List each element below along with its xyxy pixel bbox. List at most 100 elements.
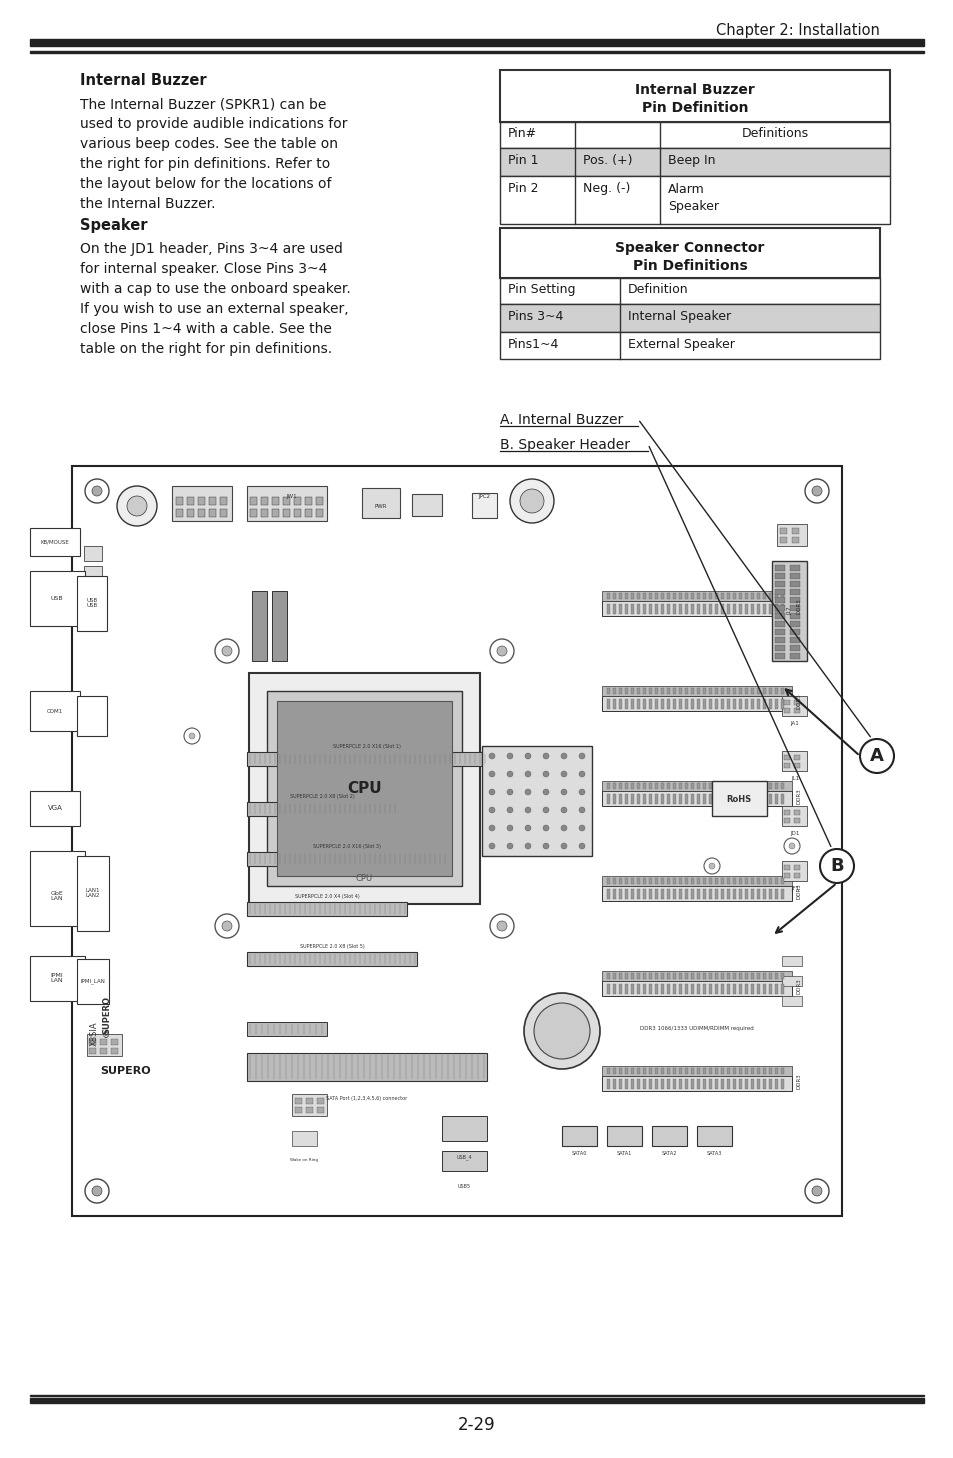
Bar [247, 802, 396, 816]
Bar [708, 593, 711, 599]
Bar [660, 972, 663, 978]
Text: the Internal Buzzer.: the Internal Buzzer. [80, 197, 215, 211]
Bar [306, 1098, 313, 1104]
Bar [651, 1126, 686, 1146]
Text: Speaker Connector: Speaker Connector [615, 241, 764, 255]
Bar [774, 612, 784, 620]
Bar [744, 795, 747, 803]
Circle shape [703, 857, 720, 873]
Bar [702, 688, 705, 694]
Circle shape [560, 789, 566, 795]
Bar [702, 1069, 705, 1075]
Text: SUPERPCLE 2.0 X8 (Slot 2): SUPERPCLE 2.0 X8 (Slot 2) [290, 795, 354, 799]
Bar [697, 698, 700, 709]
Bar [720, 1069, 723, 1075]
Bar [648, 1069, 651, 1075]
Bar [697, 984, 700, 994]
Bar [714, 878, 718, 884]
Bar [750, 783, 753, 789]
Bar [791, 528, 799, 534]
Bar [637, 795, 639, 803]
Bar [684, 593, 687, 599]
Bar [757, 795, 760, 803]
Bar [793, 865, 800, 870]
Bar [780, 528, 786, 534]
Bar [499, 149, 889, 176]
Bar [720, 688, 723, 694]
Bar [762, 795, 765, 803]
Bar [672, 593, 676, 599]
Bar [441, 1115, 486, 1142]
Bar [739, 795, 741, 803]
Bar [660, 1079, 663, 1089]
Bar [762, 889, 765, 900]
Bar [666, 984, 669, 994]
Text: IPMI_LAN: IPMI_LAN [80, 978, 106, 984]
Circle shape [804, 480, 828, 503]
Bar [762, 1069, 765, 1075]
Bar [697, 1126, 731, 1146]
Bar [726, 688, 729, 694]
Bar [708, 1069, 711, 1075]
Text: Chapter 2: Installation: Chapter 2: Installation [716, 23, 879, 38]
Bar [774, 984, 778, 994]
Bar [781, 795, 783, 803]
Bar [89, 1040, 96, 1045]
Bar [247, 952, 416, 967]
Bar [624, 604, 627, 614]
Bar [708, 698, 711, 709]
Bar [783, 865, 789, 870]
Circle shape [214, 914, 239, 937]
Bar [697, 593, 700, 599]
Text: for internal speaker. Close Pins 3~4: for internal speaker. Close Pins 3~4 [80, 262, 327, 276]
Bar [690, 889, 693, 900]
Bar [187, 497, 193, 504]
Bar [618, 783, 621, 789]
Bar [783, 763, 789, 768]
Bar [77, 856, 109, 932]
Circle shape [189, 733, 194, 739]
Bar [655, 604, 658, 614]
Text: table on the right for pin definitions.: table on the right for pin definitions. [80, 343, 332, 356]
Circle shape [560, 752, 566, 760]
Bar [732, 795, 735, 803]
Bar [624, 688, 627, 694]
Bar [220, 497, 227, 504]
Bar [606, 604, 609, 614]
Circle shape [489, 825, 495, 831]
Bar [613, 783, 616, 789]
Text: USB5: USB5 [456, 1184, 470, 1190]
Bar [499, 278, 879, 305]
Text: GbE
LAN: GbE LAN [51, 891, 63, 901]
Bar [684, 984, 687, 994]
Bar [642, 972, 645, 978]
Bar [768, 1069, 771, 1075]
Bar [774, 698, 778, 709]
Bar [774, 605, 784, 611]
Bar [757, 698, 760, 709]
Bar [618, 795, 621, 803]
Circle shape [214, 639, 239, 663]
Bar [315, 497, 323, 504]
Circle shape [811, 486, 821, 496]
Circle shape [519, 488, 543, 513]
Bar [642, 783, 645, 789]
Bar [672, 783, 676, 789]
Text: SATA0: SATA0 [571, 1150, 586, 1156]
Text: the layout below for the locations of: the layout below for the locations of [80, 176, 331, 191]
Bar [642, 889, 645, 900]
Bar [726, 795, 729, 803]
Bar [315, 509, 323, 518]
Bar [249, 674, 479, 904]
Circle shape [560, 825, 566, 831]
Bar [720, 593, 723, 599]
Bar [702, 795, 705, 803]
Bar [781, 695, 806, 716]
Bar [272, 509, 278, 518]
Bar [684, 795, 687, 803]
Bar [781, 806, 806, 827]
Bar [774, 621, 784, 627]
Bar [187, 509, 193, 518]
Bar [774, 589, 784, 595]
Bar [642, 604, 645, 614]
